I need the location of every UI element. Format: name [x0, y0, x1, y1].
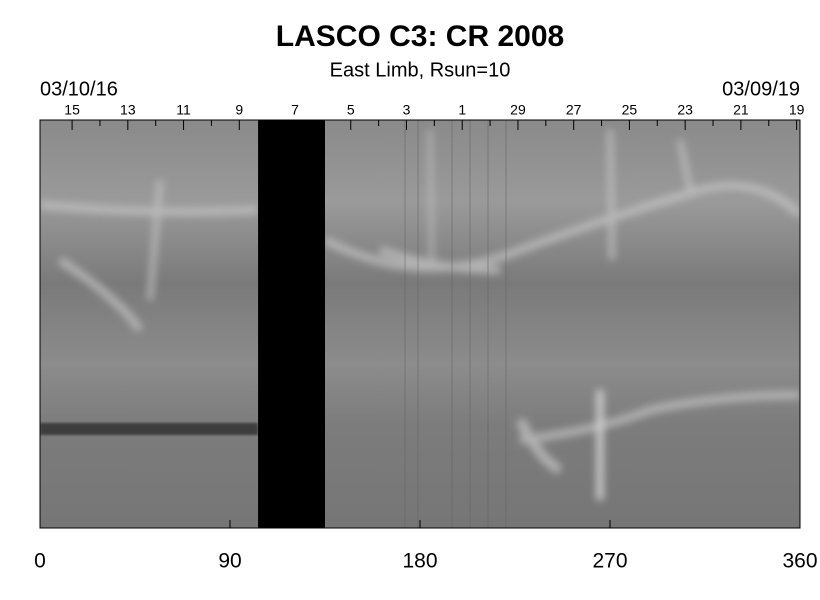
top-tick-label: 25 [622, 102, 638, 118]
x-tick-label: 270 [592, 550, 627, 573]
top-tick-label: 3 [403, 102, 411, 118]
top-tick-label: 13 [120, 102, 136, 118]
top-tick-label: 23 [677, 102, 693, 118]
top-tick-label: 21 [733, 102, 749, 118]
top-tick-label: 29 [510, 102, 526, 118]
end-date: 03/09/19 [722, 78, 800, 100]
top-tick-label: 5 [347, 102, 355, 118]
chart-title: LASCO C3: CR 2008 [276, 20, 564, 53]
top-tick-label: 7 [291, 102, 299, 118]
top-tick-label: 19 [789, 102, 805, 118]
x-tick-label: 360 [782, 550, 817, 573]
top-tick-label: 15 [64, 102, 80, 118]
start-date: 03/10/16 [40, 78, 118, 100]
top-tick-label: 1 [458, 102, 466, 118]
x-tick-label: 0 [34, 550, 46, 573]
data-gap [258, 120, 325, 528]
top-tick-label: 27 [566, 102, 582, 118]
x-tick-label: 90 [218, 550, 241, 573]
map-image [40, 120, 800, 528]
top-tick-label: 9 [235, 102, 243, 118]
top-tick-label: 11 [176, 102, 191, 118]
x-tick-label: 180 [402, 550, 437, 573]
chart-subtitle: East Limb, Rsun=10 [330, 59, 511, 81]
